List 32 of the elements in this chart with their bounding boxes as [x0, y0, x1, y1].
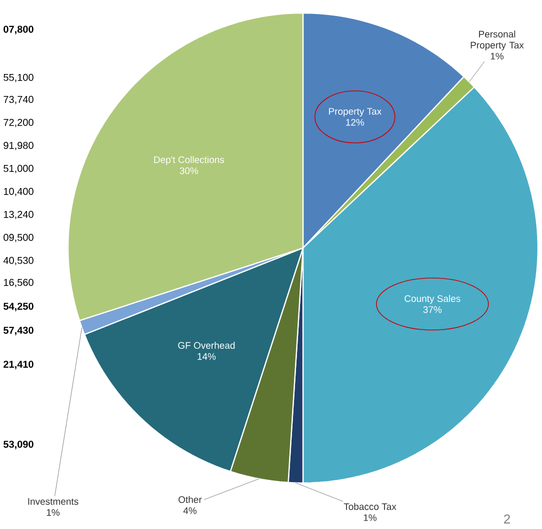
slice-label: GF Overhead: [178, 342, 235, 349]
text: 13,240: [4, 210, 34, 220]
slice-label: County Sales: [404, 294, 460, 304]
slice-label: Personal Property Tax: [470, 30, 524, 50]
slice-label: Tobacco Tax: [344, 503, 396, 510]
data-label: 37%: [423, 306, 442, 313]
text: 07,800: [4, 26, 34, 34]
data-label: 30%: [180, 167, 198, 174]
data-label: 4%: [183, 507, 197, 514]
text: 10,400: [4, 188, 34, 196]
text: 91,980: [4, 142, 34, 150]
text: 53,090: [4, 440, 34, 450]
slice-label: Property Tax: [329, 108, 382, 117]
text: 2: [504, 514, 510, 524]
text: 09,500: [4, 234, 34, 242]
text: 21,410: [4, 360, 34, 370]
text: 72,200: [4, 118, 34, 128]
data-label: 1%: [46, 509, 60, 516]
text: 73,740: [4, 96, 34, 104]
text: 57,430: [4, 326, 34, 336]
text: 51,000: [4, 164, 34, 174]
data-label: 14%: [198, 353, 216, 360]
data-label: 12%: [346, 118, 364, 126]
slice-label: Other: [178, 496, 202, 503]
text: 54,250: [4, 302, 34, 312]
slice-label: Investments: [28, 498, 78, 505]
slice-label: Dep't Collections: [154, 156, 224, 165]
text: 55,100: [4, 74, 34, 82]
text: 40,530: [3, 256, 34, 266]
text: 16,560: [4, 278, 34, 288]
data-label: 1%: [364, 514, 377, 521]
data-label: 1%: [490, 52, 504, 60]
